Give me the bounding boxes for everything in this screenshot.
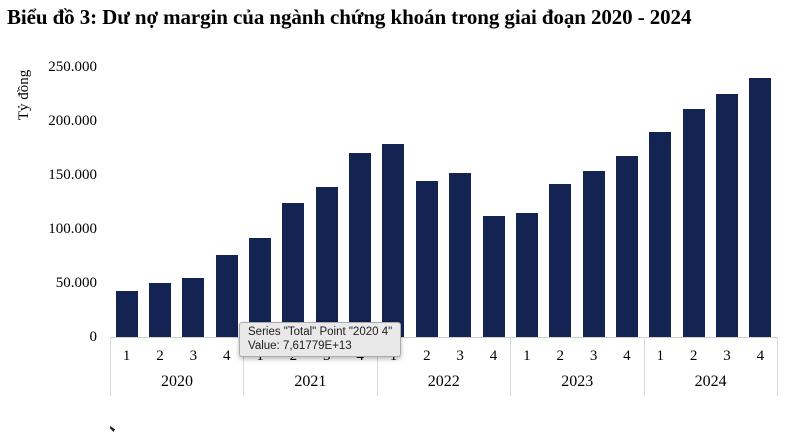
x-tick-quarter: 1: [656, 348, 665, 364]
bar-2022-q4[interactable]: [482, 216, 505, 337]
bar-2024-q4[interactable]: [749, 77, 772, 337]
x-tick-year: 2024: [694, 373, 727, 390]
bar-2021-q4[interactable]: [349, 153, 372, 337]
x-tick-quarter: 3: [589, 348, 598, 364]
bar-2023-q3[interactable]: [582, 170, 605, 337]
x-axis-line: [110, 337, 777, 338]
y-tick-label: 0: [89, 329, 98, 345]
bar-2023-q4[interactable]: [615, 156, 638, 337]
x-tick-quarter: 4: [222, 348, 231, 364]
bar-2021-q1[interactable]: [249, 237, 272, 337]
x-tick-quarter: 2: [556, 348, 564, 364]
axis-group-separator: [110, 337, 111, 396]
bar-2022-q2[interactable]: [415, 180, 438, 337]
axis-group-separator: [510, 337, 512, 396]
tooltip-value-line: Value: 7,61779E+13: [248, 340, 352, 352]
x-tick-year: 2020: [161, 373, 193, 390]
bar-2024-q2[interactable]: [682, 109, 705, 337]
y-axis-title: Tỷ đồng: [16, 69, 32, 121]
y-tick-label: 100.000: [48, 221, 97, 237]
x-tick-quarter: 2: [423, 348, 431, 364]
x-tick-quarter: 3: [723, 348, 731, 364]
bar-2020-q3[interactable]: [182, 278, 205, 337]
x-tick-quarter: 2: [156, 348, 164, 364]
bar-2021-q2[interactable]: [282, 203, 305, 337]
y-tick-label: 200.000: [48, 113, 97, 129]
x-tick-year: 2022: [427, 373, 460, 390]
bar-2024-q1[interactable]: [649, 131, 672, 337]
y-tick-label: 50.000: [55, 275, 97, 291]
bar-2021-q3[interactable]: [315, 186, 338, 337]
x-tick-quarter: 4: [623, 348, 631, 364]
axis-group-separator: [643, 337, 645, 396]
bar-2020-q2[interactable]: [149, 283, 172, 337]
cropped-text-fragment: [110, 426, 115, 432]
x-tick-quarter: 1: [122, 348, 131, 364]
x-tick-quarter: 1: [523, 348, 531, 364]
axis-group-separator: [777, 337, 778, 396]
x-tick-year: 2023: [561, 373, 594, 390]
x-tick-quarter: 3: [456, 348, 464, 364]
axis-group-separator: [376, 337, 378, 396]
chart-title: Biểu đồ 3: Dư nợ margin của ngành chứng …: [7, 5, 692, 29]
x-tick-quarter: 2: [689, 348, 698, 364]
x-tick-year: 2021: [294, 373, 327, 390]
bar-2020-q1[interactable]: [115, 290, 138, 337]
chart-tooltip: Series "Total" Point "2020 4" Value: 7,6…: [239, 322, 402, 357]
y-tick-label: 250.000: [48, 59, 97, 75]
y-tick-label: 150.000: [48, 167, 97, 183]
bar-2023-q2[interactable]: [549, 183, 572, 337]
x-tick-quarter: 3: [189, 348, 198, 364]
bar-2024-q3[interactable]: [715, 94, 738, 337]
x-tick-quarter: 4: [489, 348, 498, 364]
axis-group-separator: [243, 337, 245, 396]
bar-2023-q1[interactable]: [515, 212, 538, 337]
bar-2020-q4[interactable]: [215, 254, 238, 337]
bar-2022-q1[interactable]: [382, 143, 405, 337]
tooltip-series-line: Series "Total" Point "2020 4": [248, 326, 393, 338]
bar-2022-q3[interactable]: [449, 172, 472, 337]
x-tick-quarter: 4: [756, 348, 765, 364]
